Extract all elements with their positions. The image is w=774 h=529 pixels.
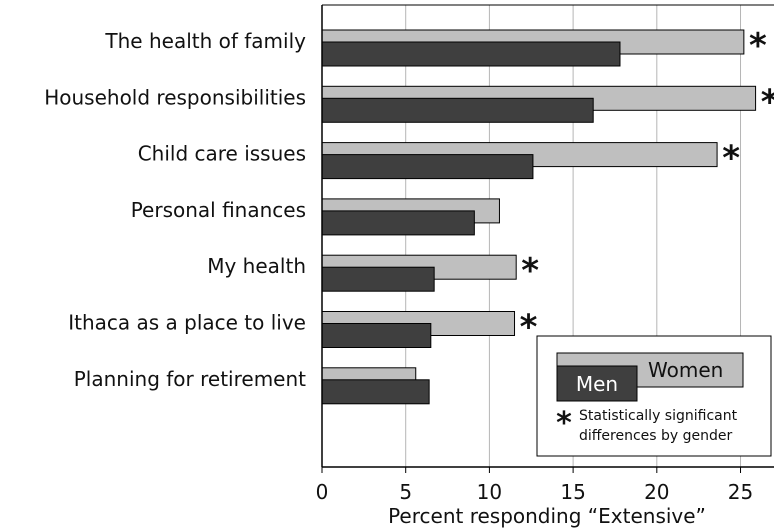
legend-note-line2: differences by gender — [579, 428, 733, 444]
x-tick-label-1: 5 — [399, 480, 412, 504]
x-tick-label-3: 15 — [560, 480, 585, 504]
category-label-2: Child care issues — [138, 142, 306, 166]
significance-marker-0: * — [749, 26, 767, 66]
significance-marker-4: * — [521, 251, 539, 291]
legend-note-line1: Statistically significant — [579, 408, 738, 424]
axes — [321, 4, 774, 473]
x-tick-label-4: 20 — [644, 480, 669, 504]
significance-marker-1: * — [761, 82, 774, 122]
x-tick-label-0: 0 — [316, 480, 329, 504]
legend: Women Men * Statistically significant di… — [536, 335, 772, 457]
category-label-5: Ithaca as a place to live — [68, 311, 306, 335]
x-tick-label-5: 25 — [728, 480, 753, 504]
category-label-0: The health of family — [104, 29, 306, 53]
bar-men-0 — [321, 41, 621, 67]
significance-marker-5: * — [520, 308, 538, 348]
legend-label-men: Men — [576, 372, 618, 396]
x-tick-labels: 0 5 10 15 20 25 — [316, 480, 754, 504]
legend-swatch-men — [556, 365, 638, 402]
x-tick-label-2: 10 — [477, 480, 502, 504]
bar-men-3 — [321, 210, 475, 236]
category-label-6: Planning for retirement — [74, 367, 306, 391]
bar-men-6 — [321, 379, 430, 405]
bar-men-1 — [321, 97, 594, 123]
bar-men-4 — [321, 266, 435, 292]
legend-significance-marker: * — [556, 406, 572, 441]
bar-men-2 — [321, 154, 534, 180]
category-label-4: My health — [207, 254, 306, 278]
category-labels: The health of family Household responsibi… — [44, 29, 306, 391]
x-axis-title: Percent responding “Extensive” — [388, 504, 706, 528]
significance-marker-2: * — [722, 139, 740, 179]
category-label-1: Household responsibilities — [44, 85, 306, 109]
category-label-3: Personal finances — [131, 198, 306, 222]
legend-label-women: Women — [648, 358, 723, 382]
significance-markers: * * * * * — [520, 26, 774, 348]
bar-men-5 — [321, 323, 432, 348]
